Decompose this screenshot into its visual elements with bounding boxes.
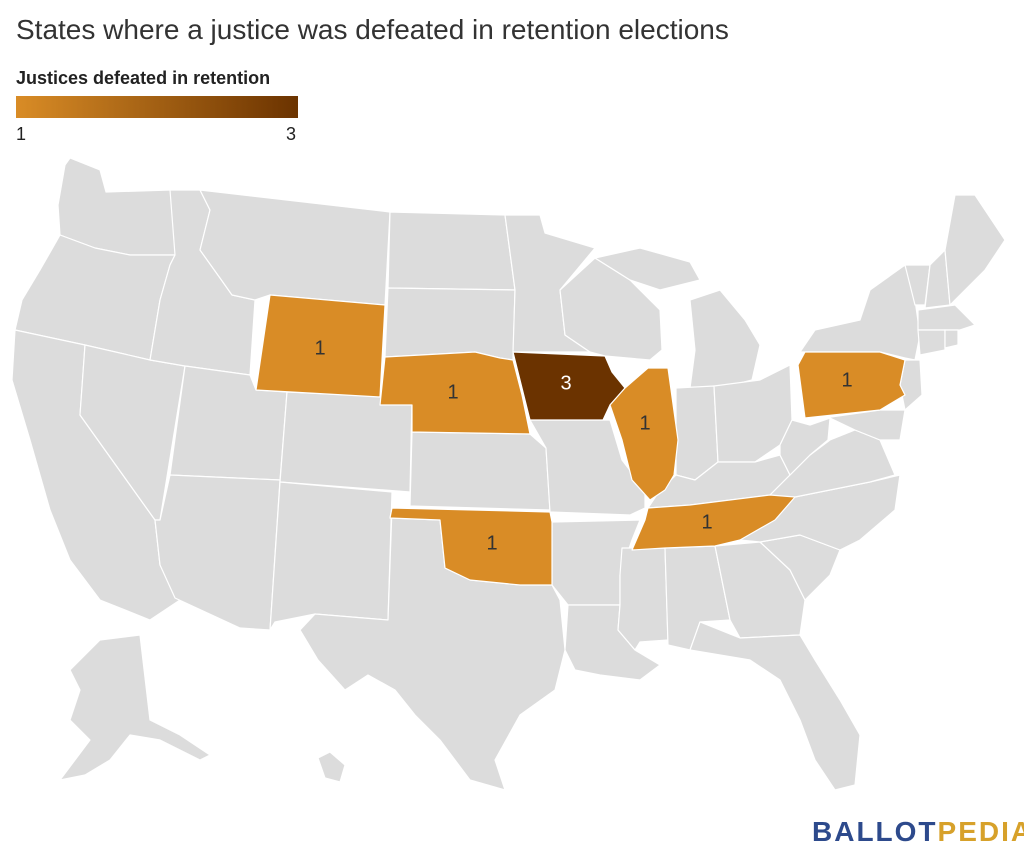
label-oklahoma: 1 [486,532,497,554]
state-tennessee [631,494,796,551]
legend-color-ramp [16,96,298,118]
label-iowa: 3 [560,372,571,394]
label-illinois: 1 [639,412,650,434]
state-illinois [609,367,679,501]
state-maryland-delaware [809,409,906,441]
state-kansas [409,431,551,511]
state-hawaii [317,751,346,783]
state-oklahoma [389,507,553,586]
state-new-mexico [269,481,393,631]
state-florida [689,621,861,791]
logo-part-ballot: BALLOT [812,816,938,847]
us-map: 1 1 3 1 1 1 1 [11,157,1006,791]
state-wyoming [255,294,386,398]
state-montana [199,189,391,306]
state-massachusetts [917,304,976,331]
state-north-dakota [387,211,516,291]
ballotpedia-logo: BALLOTPEDIA [812,816,1024,848]
state-rhode-island [944,329,959,349]
label-wyoming: 1 [314,337,325,359]
state-arizona [154,474,281,631]
state-colorado [279,391,413,493]
state-michigan [689,289,761,389]
map-title: States where a justice was defeated in r… [16,14,729,45]
state-west-virginia [779,417,831,476]
state-connecticut [917,329,946,356]
legend-title: Justices defeated in retention [16,68,271,88]
state-michigan-upper [594,247,701,291]
state-indiana [675,385,719,481]
state-alaska [59,634,211,781]
logo-part-pedia: PEDIA [937,816,1024,847]
state-nebraska [379,351,531,435]
label-pennsylvania: 1 [841,369,852,391]
state-missouri [529,419,646,516]
state-pennsylvania [797,351,906,419]
state-mississippi [617,547,669,651]
state-new-york [799,264,921,361]
label-tennessee: 1 [701,511,712,533]
state-south-dakota [384,287,516,361]
label-nebraska: 1 [447,381,458,403]
state-maine [944,194,1006,306]
legend-max-label: 3 [286,124,297,144]
legend-min-label: 1 [16,124,27,144]
